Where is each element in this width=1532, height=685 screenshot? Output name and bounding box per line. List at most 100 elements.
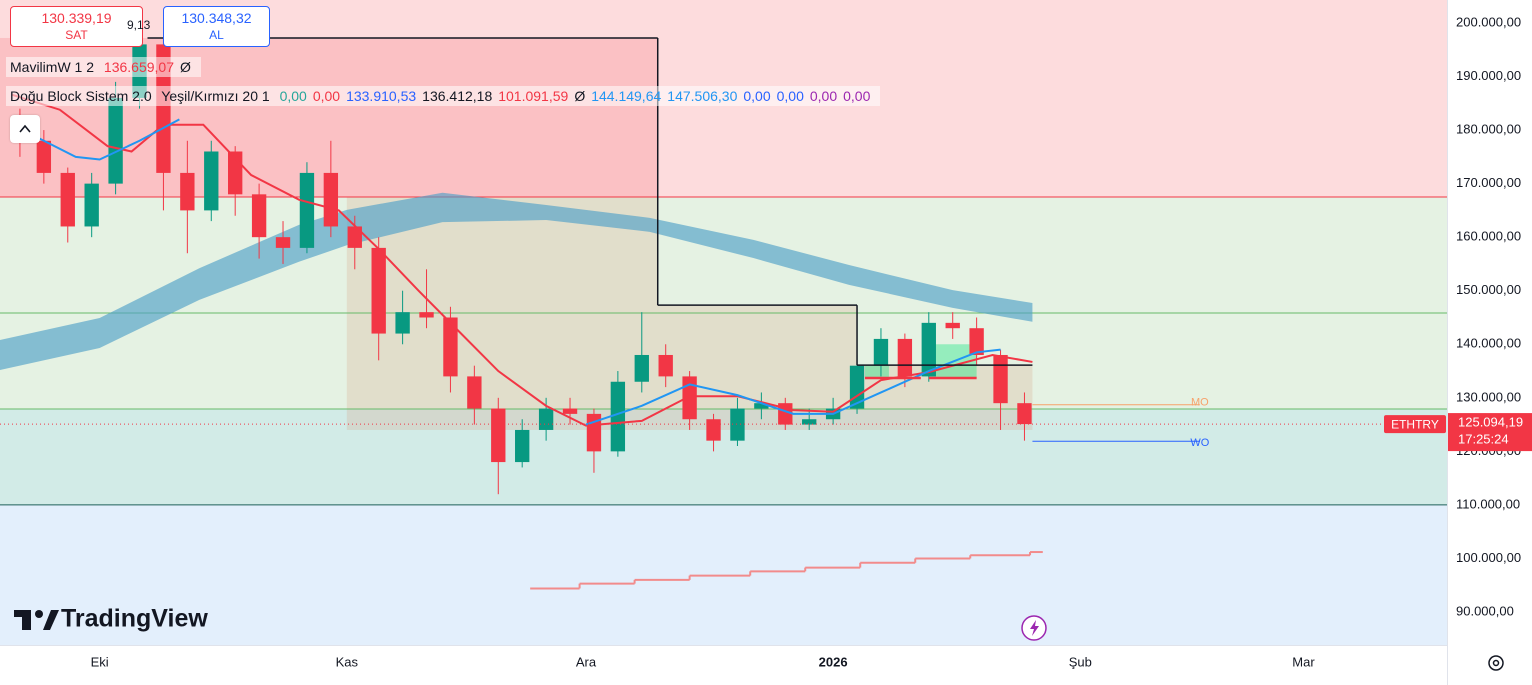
candle-body <box>658 354 673 377</box>
candle-body <box>706 419 721 441</box>
candle-body <box>945 322 960 329</box>
spread: 9,13 <box>127 18 151 32</box>
indicator-value: Ø <box>574 88 586 104</box>
price-tag <box>1448 413 1532 452</box>
time-axis <box>0 645 1447 685</box>
candle-body <box>467 376 482 409</box>
replay-icon[interactable] <box>1021 615 1047 641</box>
candle-body <box>491 408 506 463</box>
logo-shape <box>43 610 59 630</box>
candle-body <box>562 408 578 414</box>
ribbon <box>0 192 1033 370</box>
x-tick-label: Kas <box>336 654 359 669</box>
countdown: 17:25:24 <box>1458 432 1509 447</box>
price-axis <box>1447 0 1532 685</box>
candle-body <box>251 194 267 238</box>
indicator-name: Doğu Block Sistem 2.0 <box>10 88 152 104</box>
candle-body <box>204 151 219 211</box>
y-tick-label: 150.000,00 <box>1456 282 1521 297</box>
candle-body <box>538 408 554 430</box>
marker-label: WO <box>1190 437 1209 449</box>
candle-body <box>969 328 984 355</box>
candle-body <box>395 312 410 334</box>
settings-icon[interactable] <box>1488 655 1504 671</box>
y-tick-label: 200.000,00 <box>1456 14 1521 29</box>
indicator-value: 101.091,59 <box>498 88 569 104</box>
y-tick-label: 180.000,00 <box>1456 122 1521 137</box>
buy-button[interactable]: 130.348,32 AL <box>163 6 270 47</box>
y-tick-label: 160.000,00 <box>1456 229 1521 244</box>
candle-body <box>347 226 362 248</box>
watermark-text: TradingView <box>61 605 208 633</box>
symbol-tag <box>1384 415 1446 434</box>
candle-body <box>515 429 530 463</box>
candle-body <box>371 247 386 334</box>
candle-body <box>275 237 291 248</box>
buy-label: AL <box>209 28 224 42</box>
indicator-value: 133.910,53 <box>346 88 417 104</box>
indicator-legend: Doğu Block Sistem 2.0 Yeşil/Kırmızı 20 1… <box>6 86 881 106</box>
candle-body <box>634 354 649 382</box>
candle-body <box>180 172 195 211</box>
candle-body <box>323 172 339 227</box>
gear-hub[interactable] <box>1492 659 1500 667</box>
ma-line <box>11 93 1033 427</box>
y-tick-label: 170.000,00 <box>1456 175 1521 190</box>
y-tick-label: 190.000,00 <box>1456 68 1521 83</box>
indicator-name: MavilimW 1 2 <box>10 59 95 75</box>
candle-body <box>299 172 315 248</box>
buy-price: 130.348,32 <box>181 10 252 26</box>
symbol-label: ETHTRY <box>1391 417 1439 431</box>
candle-body <box>754 403 769 409</box>
candle-body <box>897 338 913 377</box>
indicator-value: 0,00 <box>312 88 341 104</box>
logo-shape <box>22 610 31 630</box>
indicator-legend: MavilimW 1 2 136.659,07 Ø <box>6 57 201 77</box>
collapse-button[interactable] <box>10 115 40 143</box>
sell-label: SAT <box>65 28 88 42</box>
gear[interactable] <box>1488 655 1504 671</box>
indicator-value: 0,00 <box>279 88 307 104</box>
price-label: 125.094,19 <box>1458 415 1523 430</box>
indicator-value: Ø <box>179 59 191 75</box>
y-tick-label: 100.000,00 <box>1456 550 1521 565</box>
logo-shape <box>35 610 43 618</box>
candle-body <box>443 317 458 377</box>
x-tick-label: Mar <box>1292 654 1315 669</box>
indicator-value: 144.149,64 <box>591 88 662 104</box>
x-tick-label: 2026 <box>819 654 848 669</box>
y-tick-label: 140.000,00 <box>1456 336 1521 351</box>
indicator-value: 0,00 <box>843 88 871 104</box>
candle-body <box>108 97 123 184</box>
candle-body <box>84 183 99 227</box>
candle-body <box>921 322 936 377</box>
candle-body <box>730 408 745 441</box>
chevron-path[interactable] <box>19 124 31 133</box>
y-tick-label: 110.000,00 <box>1456 496 1520 511</box>
y-tick-label: 90.000,00 <box>1456 603 1514 618</box>
x-tick-label: Ara <box>576 654 597 669</box>
candle-body <box>419 312 434 318</box>
y-tick-label: 130.000,00 <box>1456 389 1521 404</box>
marker-label: MO <box>1191 397 1209 409</box>
candle-body <box>1017 403 1032 425</box>
indicator-value: 0,00 <box>809 88 838 104</box>
indicator-value: 136.412,18 <box>422 88 493 104</box>
zone-box <box>865 365 889 379</box>
x-tick-label: Eki <box>91 654 109 669</box>
candle-body <box>873 338 889 366</box>
icon-bolt[interactable] <box>1030 620 1039 636</box>
candle-body <box>802 419 817 425</box>
candle-body <box>60 172 75 227</box>
sell-button[interactable]: 130.339,19 SAT <box>10 6 143 47</box>
indicator-value: 0,00 <box>776 88 804 104</box>
price-zone <box>0 197 1447 410</box>
candle-body <box>993 354 1008 404</box>
chevron[interactable] <box>10 115 40 143</box>
price-zone <box>0 409 1447 505</box>
watermark: TradingView <box>14 605 208 633</box>
indicator-value: 147.506,30 <box>667 88 738 104</box>
indicator-value: 0,00 <box>743 88 771 104</box>
